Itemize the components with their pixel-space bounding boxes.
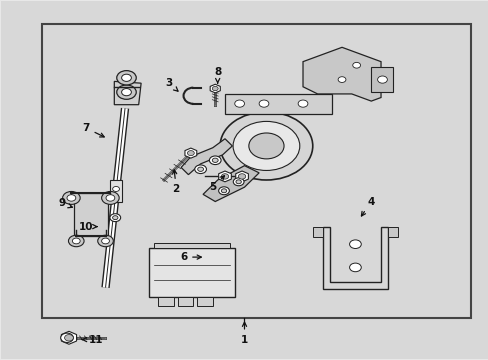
Bar: [177, 297, 193, 306]
Circle shape: [234, 100, 244, 107]
Circle shape: [62, 192, 80, 204]
Text: 7: 7: [82, 123, 104, 137]
Circle shape: [236, 180, 241, 184]
Circle shape: [117, 85, 136, 99]
Bar: [74, 193, 108, 235]
Bar: [154, 243, 229, 248]
Circle shape: [102, 192, 119, 204]
Bar: [149, 248, 234, 297]
Text: 6: 6: [180, 252, 201, 262]
Polygon shape: [203, 166, 259, 202]
Polygon shape: [61, 331, 77, 344]
Circle shape: [209, 156, 221, 165]
Circle shape: [110, 214, 121, 222]
Circle shape: [248, 133, 284, 159]
Circle shape: [64, 334, 73, 341]
Circle shape: [212, 158, 218, 162]
Circle shape: [352, 62, 360, 68]
Bar: [42, 24, 470, 318]
Bar: [387, 226, 397, 237]
Text: 10: 10: [79, 222, 97, 231]
Bar: [312, 226, 322, 237]
Circle shape: [233, 178, 244, 186]
Polygon shape: [210, 84, 220, 93]
Circle shape: [112, 216, 118, 220]
Circle shape: [122, 89, 131, 96]
Circle shape: [122, 74, 131, 81]
Bar: [197, 297, 212, 306]
Circle shape: [349, 263, 361, 272]
Circle shape: [233, 121, 299, 171]
Circle shape: [194, 165, 206, 174]
Circle shape: [259, 100, 268, 107]
Text: 3: 3: [165, 78, 178, 91]
Circle shape: [197, 167, 203, 171]
Bar: [224, 94, 331, 114]
Text: 11: 11: [82, 334, 103, 345]
Circle shape: [112, 186, 119, 192]
Bar: [109, 180, 122, 202]
Text: 9: 9: [58, 198, 72, 208]
Circle shape: [61, 333, 73, 342]
Polygon shape: [235, 171, 248, 182]
Circle shape: [298, 100, 307, 107]
Text: 4: 4: [361, 197, 374, 216]
Circle shape: [187, 150, 194, 156]
Circle shape: [337, 77, 345, 82]
Circle shape: [68, 235, 84, 247]
Circle shape: [220, 112, 312, 180]
Text: 2: 2: [172, 170, 180, 194]
Circle shape: [238, 174, 245, 179]
Circle shape: [98, 235, 113, 247]
Circle shape: [106, 195, 115, 201]
Circle shape: [221, 174, 228, 179]
Text: 8: 8: [214, 67, 221, 83]
Circle shape: [377, 76, 386, 83]
Polygon shape: [218, 171, 231, 182]
Circle shape: [117, 71, 136, 85]
Circle shape: [102, 238, 109, 244]
Text: 5: 5: [209, 176, 224, 192]
Circle shape: [218, 187, 229, 195]
Text: 1: 1: [241, 322, 247, 345]
Circle shape: [221, 189, 226, 193]
Bar: [370, 67, 392, 92]
Polygon shape: [184, 148, 196, 158]
Polygon shape: [322, 226, 387, 289]
Circle shape: [212, 86, 218, 91]
Circle shape: [67, 195, 76, 201]
Circle shape: [72, 238, 80, 244]
Polygon shape: [181, 139, 232, 175]
Circle shape: [349, 240, 361, 248]
Polygon shape: [303, 47, 380, 101]
Polygon shape: [114, 81, 141, 105]
Bar: [158, 297, 173, 306]
